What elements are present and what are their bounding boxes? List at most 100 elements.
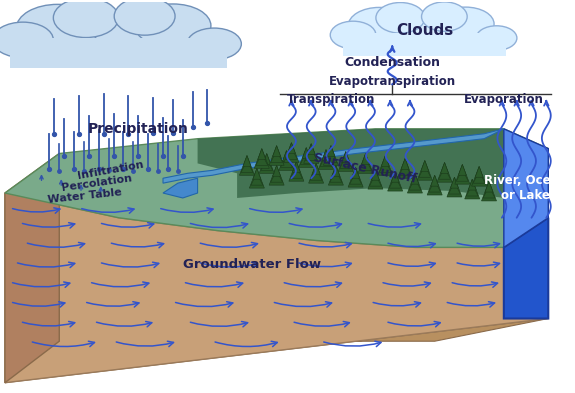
Polygon shape <box>417 160 432 180</box>
Polygon shape <box>427 175 442 195</box>
Ellipse shape <box>114 0 175 35</box>
Ellipse shape <box>437 7 494 41</box>
Polygon shape <box>254 149 269 168</box>
Polygon shape <box>269 165 284 185</box>
Polygon shape <box>419 165 431 177</box>
Polygon shape <box>352 167 359 178</box>
Polygon shape <box>338 152 353 171</box>
Polygon shape <box>411 173 419 184</box>
Bar <box>10 38 227 68</box>
Polygon shape <box>286 148 297 160</box>
Polygon shape <box>359 158 371 170</box>
Polygon shape <box>485 181 493 192</box>
Polygon shape <box>332 165 340 176</box>
Polygon shape <box>281 156 293 167</box>
Polygon shape <box>305 149 317 160</box>
Ellipse shape <box>135 4 211 48</box>
Polygon shape <box>273 146 281 156</box>
Text: Precipitation: Precipitation <box>88 122 189 136</box>
Polygon shape <box>481 181 497 201</box>
Polygon shape <box>299 148 314 167</box>
Polygon shape <box>258 149 266 160</box>
Polygon shape <box>389 176 401 188</box>
Ellipse shape <box>0 22 53 58</box>
Polygon shape <box>284 143 299 162</box>
Polygon shape <box>288 143 296 154</box>
Polygon shape <box>458 164 466 175</box>
Polygon shape <box>163 178 198 198</box>
Bar <box>343 33 507 57</box>
Polygon shape <box>309 163 324 183</box>
Polygon shape <box>440 162 448 173</box>
Polygon shape <box>397 158 412 178</box>
Polygon shape <box>312 163 320 174</box>
Polygon shape <box>302 148 310 158</box>
Polygon shape <box>5 193 549 383</box>
Polygon shape <box>380 160 391 172</box>
Text: Evapotranspiration: Evapotranspiration <box>329 75 456 88</box>
Ellipse shape <box>330 21 376 49</box>
Polygon shape <box>198 129 549 218</box>
Polygon shape <box>504 218 549 318</box>
Polygon shape <box>348 167 363 187</box>
Polygon shape <box>340 156 352 168</box>
Polygon shape <box>362 154 370 164</box>
Polygon shape <box>250 168 264 188</box>
Polygon shape <box>289 162 304 181</box>
Ellipse shape <box>476 26 517 50</box>
Ellipse shape <box>390 15 459 55</box>
Polygon shape <box>455 164 470 184</box>
Polygon shape <box>320 154 332 166</box>
Polygon shape <box>241 160 253 172</box>
Text: Infiltration: Infiltration <box>77 160 145 181</box>
Ellipse shape <box>17 4 99 52</box>
Polygon shape <box>457 169 468 181</box>
Polygon shape <box>330 170 342 182</box>
Polygon shape <box>319 150 333 169</box>
Polygon shape <box>5 318 549 383</box>
Polygon shape <box>447 177 462 197</box>
Polygon shape <box>439 167 450 179</box>
Polygon shape <box>468 179 476 190</box>
Polygon shape <box>279 151 294 170</box>
Polygon shape <box>293 162 300 172</box>
Polygon shape <box>465 179 480 199</box>
Polygon shape <box>401 158 409 169</box>
Polygon shape <box>409 178 421 190</box>
Polygon shape <box>253 168 261 179</box>
Polygon shape <box>388 171 402 191</box>
Polygon shape <box>472 166 486 186</box>
Polygon shape <box>251 173 263 185</box>
Ellipse shape <box>421 2 467 31</box>
Polygon shape <box>300 152 312 164</box>
Ellipse shape <box>376 2 425 33</box>
Polygon shape <box>163 129 504 183</box>
Text: Condensation: Condensation <box>344 56 440 69</box>
Polygon shape <box>304 144 319 163</box>
Ellipse shape <box>53 0 118 38</box>
Text: Evaporation: Evaporation <box>464 93 544 106</box>
Text: Water Table: Water Table <box>47 187 122 205</box>
Polygon shape <box>256 154 268 165</box>
Text: Surface Runoff: Surface Runoff <box>313 151 418 185</box>
Polygon shape <box>473 171 485 183</box>
Text: River, Ocean
or Lake: River, Ocean or Lake <box>484 174 567 202</box>
Polygon shape <box>328 165 343 185</box>
Polygon shape <box>327 146 335 156</box>
Polygon shape <box>271 151 282 162</box>
Polygon shape <box>290 166 302 178</box>
Polygon shape <box>381 156 389 166</box>
Polygon shape <box>429 180 440 192</box>
Polygon shape <box>307 144 315 154</box>
Text: Percolation: Percolation <box>62 173 133 193</box>
Polygon shape <box>342 152 350 162</box>
Polygon shape <box>261 158 273 170</box>
Polygon shape <box>282 151 290 162</box>
Ellipse shape <box>187 28 242 60</box>
Polygon shape <box>391 171 399 182</box>
Polygon shape <box>421 160 429 171</box>
Polygon shape <box>450 177 458 188</box>
Polygon shape <box>483 186 495 198</box>
Polygon shape <box>448 182 461 194</box>
Polygon shape <box>273 165 281 176</box>
